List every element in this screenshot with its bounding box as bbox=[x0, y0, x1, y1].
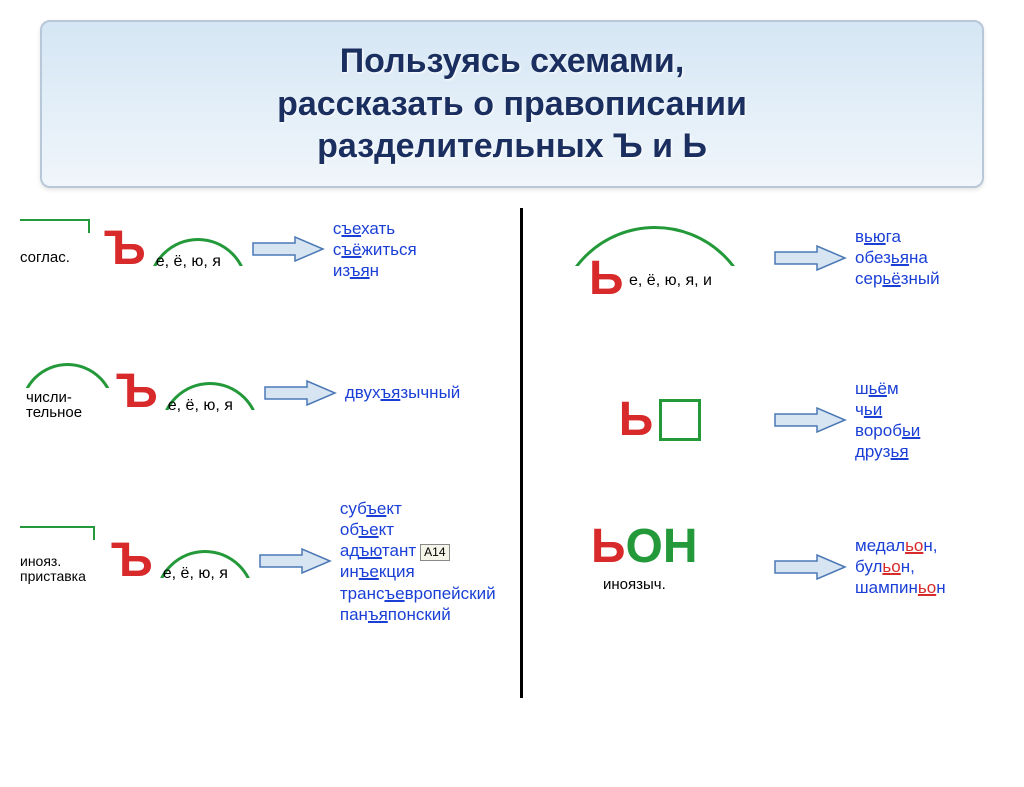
diagram-content: соглас. Ъ е, ё, ю, я съехать съёжиться и… bbox=[0, 198, 1024, 718]
foreign-prefix-label: инояз.приставка bbox=[20, 554, 86, 583]
ending-square bbox=[659, 399, 701, 441]
soft-sign-1: Ь bbox=[589, 260, 624, 298]
title-line3: разделительных Ъ и Ь bbox=[72, 125, 952, 168]
title-panel: Пользуясь схемами, рассказать о правопис… bbox=[40, 20, 984, 188]
after-letters-1: е, ё, ю, я bbox=[156, 253, 221, 270]
arrow-r2 bbox=[773, 406, 847, 434]
foreign-label: иноязыч. bbox=[603, 576, 666, 593]
arrow-2 bbox=[263, 379, 337, 407]
vertical-divider bbox=[520, 208, 523, 698]
after-letters-r1: е, ё, ю, я, и bbox=[629, 272, 712, 290]
after-letters-3: е, ё, ю, я bbox=[163, 565, 228, 582]
left-row-1: соглас. Ъ е, ё, ю, я съехать съёжиться и… bbox=[20, 218, 417, 282]
hard-sign-3: Ъ bbox=[111, 542, 153, 580]
numeral-arc-block: числи-тельное bbox=[20, 358, 120, 428]
title-line1: Пользуясь схемами, bbox=[72, 40, 952, 83]
examples-1: съехать съёжиться изъян bbox=[333, 218, 417, 282]
arrow-r3 bbox=[773, 553, 847, 581]
examples-r3: медальон, бульон, шампиньон bbox=[855, 535, 946, 599]
hard-sign-2: Ъ bbox=[116, 373, 158, 411]
numeral-label: числи-тельное bbox=[26, 390, 82, 422]
prefix-block-3: инояз.приставка bbox=[20, 526, 115, 596]
soft-sign-2: Ь bbox=[619, 401, 654, 439]
after-letters-2: е, ё, ю, я bbox=[168, 397, 233, 414]
right-row-1: Ь е, ё, ю, я, и вьюга обезьяна серьёзный bbox=[555, 218, 940, 298]
bon-n: Н bbox=[663, 528, 698, 566]
examples-r2: шьём чьи воробьи друзья bbox=[855, 378, 920, 463]
examples-3: субъект объект адъютантА14 инъекция тран… bbox=[340, 498, 496, 626]
arrow-1 bbox=[251, 235, 325, 263]
title-line2: рассказать о правописании bbox=[72, 83, 952, 126]
left-row-3: инояз.приставка Ъ е, ё, ю, я субъект объ… bbox=[20, 498, 496, 626]
arrow-3 bbox=[258, 547, 332, 575]
soft-sign-3: Ь bbox=[591, 528, 626, 566]
a14-tag: А14 bbox=[420, 544, 449, 561]
bon-o: О bbox=[626, 528, 663, 566]
hard-sign-1: Ъ bbox=[104, 230, 146, 268]
prefix-block-1: соглас. bbox=[20, 219, 110, 279]
arrow-r1 bbox=[773, 244, 847, 272]
right-row-3: Ь О Н иноязыч. медальон, бульон, шампинь… bbox=[555, 528, 946, 606]
left-row-2: числи-тельное Ъ е, ё, ю, я двухъязычный bbox=[20, 358, 460, 428]
examples-r1: вьюга обезьяна серьёзный bbox=[855, 226, 940, 290]
prefix-label-1: соглас. bbox=[20, 249, 70, 266]
right-row-2: Ь шьём чьи воробьи друзья bbox=[555, 378, 920, 463]
examples-2: двухъязычный bbox=[345, 382, 460, 403]
